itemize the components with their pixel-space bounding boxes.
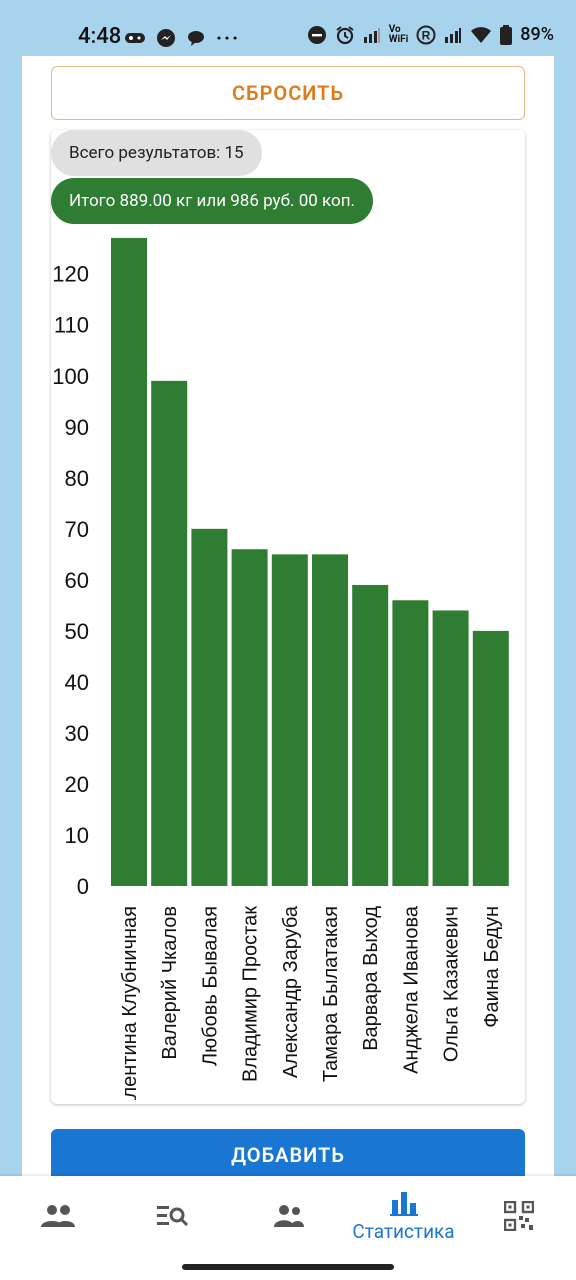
bar[interactable] [312, 554, 348, 886]
battery-icon [500, 24, 513, 45]
status-bar: 4:48 ··· Vo WiFi R 89% [0, 0, 576, 56]
x-tick-label: Варвара Выход [360, 906, 382, 1051]
y-tick-label: 10 [65, 823, 89, 848]
bar[interactable] [231, 549, 268, 886]
signal-icon-2 [445, 27, 462, 43]
x-tick-label: Александр Заруба [280, 905, 302, 1078]
y-tick-label: 20 [65, 772, 89, 797]
nav-item-qr[interactable] [461, 1176, 576, 1256]
bar[interactable] [111, 238, 147, 886]
bar[interactable] [352, 584, 389, 886]
status-time: 4:48 [78, 24, 122, 49]
y-tick-label: 110 [54, 313, 89, 338]
alarm-icon [336, 25, 354, 44]
bottom-navigation: Статистика [0, 1176, 576, 1280]
x-tick-label: Анджела Иванова [400, 905, 422, 1074]
total-amount-chip: Итого 889.00 кг или 986 руб. 00 коп. [51, 178, 374, 224]
x-tick-label: Валентина Клубничная [119, 906, 141, 1100]
more-icon: ··· [216, 26, 241, 50]
signal-icon [363, 27, 380, 43]
reset-button[interactable]: СБРОСИТЬ [51, 66, 525, 120]
y-tick-label: 50 [65, 619, 89, 644]
dnd-icon [307, 25, 326, 44]
y-tick-label: 60 [65, 568, 89, 593]
add-button[interactable]: ДОБАВИТЬ [51, 1129, 525, 1181]
search-list-icon [156, 1206, 188, 1227]
bar[interactable] [392, 600, 429, 886]
bar[interactable] [271, 554, 308, 886]
y-tick-label: 70 [65, 517, 89, 542]
y-tick-label: 0 [77, 874, 89, 899]
notification-icons: ··· [124, 26, 240, 50]
group-icon [273, 1205, 304, 1227]
vowifi-icon: Vo WiFi [388, 23, 409, 45]
y-tick-label: 120 [52, 262, 89, 287]
x-tick-label: Ольга Казакевич [441, 906, 463, 1062]
nav-item-group[interactable] [231, 1176, 346, 1256]
chat-bubble-icon [188, 31, 204, 46]
qr-code-icon [503, 1201, 534, 1231]
registered-icon: R [416, 25, 436, 44]
system-icons: Vo WiFi R 89% [307, 24, 554, 45]
home-indicator [182, 1264, 394, 1270]
wifi-icon [471, 26, 492, 43]
total-results-chip: Всего результатов: 15 [51, 130, 262, 176]
nav-item-people[interactable] [0, 1176, 115, 1256]
bar-chart: 0 10 20 30 40 50 60 70 80 90 100 110 120 Валентина Кл… [52, 238, 509, 1100]
nav-label-statistics: Статистика [352, 1219, 455, 1243]
bar[interactable] [191, 528, 228, 886]
battery-level: 89% [520, 24, 554, 45]
x-tick-label: Тамара Былатакая [320, 906, 342, 1082]
y-tick-label: 90 [65, 415, 89, 440]
y-tick-label: 80 [65, 466, 89, 491]
messenger-icon [157, 29, 175, 47]
y-tick-label: 30 [65, 721, 89, 746]
bar[interactable] [432, 610, 469, 886]
bar[interactable] [472, 630, 509, 886]
bar-chart-icon [389, 1191, 418, 1216]
x-tick-label: Владимир Простак [240, 906, 262, 1082]
x-tick-label: Валерий Чкалов [159, 906, 181, 1060]
nav-item-statistics[interactable]: Статистика [346, 1176, 461, 1256]
people-icon [40, 1205, 75, 1227]
bar[interactable] [151, 380, 188, 886]
svg-text:R: R [422, 28, 431, 42]
y-tick-label: 100 [52, 364, 89, 389]
x-tick-label: Любовь Бывалая [199, 906, 221, 1066]
y-tick-label: 40 [65, 670, 89, 695]
x-tick-label: Фаина Бедун [481, 906, 503, 1028]
statistics-page: СБРОСИТЬ Всего результатов: 15 Итого 889… [22, 56, 554, 1181]
statistics-card: Всего результатов: 15 Итого 889.00 кг ил… [51, 130, 525, 1104]
nav-item-search-list[interactable] [115, 1176, 230, 1256]
game-controller-icon [125, 33, 145, 43]
